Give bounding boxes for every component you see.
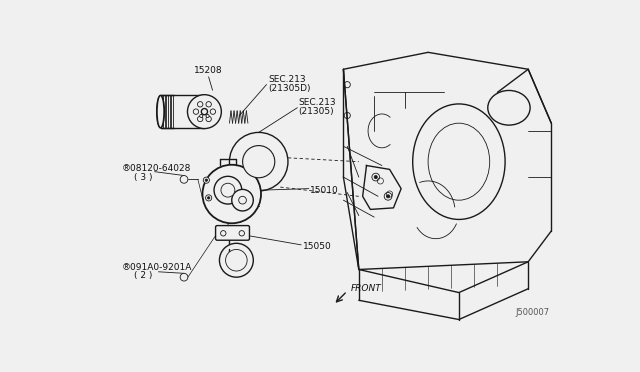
Circle shape: [193, 109, 198, 114]
Circle shape: [214, 176, 242, 204]
Circle shape: [202, 165, 261, 223]
Circle shape: [225, 250, 247, 271]
Circle shape: [220, 243, 253, 277]
Text: ®091A0-9201A: ®091A0-9201A: [122, 263, 192, 272]
Circle shape: [206, 115, 209, 118]
Text: (21305D): (21305D): [268, 84, 310, 93]
Text: 15050: 15050: [303, 242, 332, 251]
Text: 15010: 15010: [310, 186, 339, 195]
FancyBboxPatch shape: [216, 225, 250, 240]
Circle shape: [221, 231, 226, 236]
Circle shape: [205, 179, 207, 181]
Circle shape: [239, 231, 244, 236]
Circle shape: [180, 176, 188, 183]
Circle shape: [230, 132, 288, 191]
Text: (21305): (21305): [299, 107, 334, 116]
Text: ( 2 ): ( 2 ): [134, 271, 152, 280]
Text: 15208: 15208: [195, 67, 223, 76]
Text: ( 3 ): ( 3 ): [134, 173, 152, 182]
Circle shape: [188, 95, 221, 129]
Circle shape: [204, 177, 209, 183]
Circle shape: [198, 116, 203, 122]
Circle shape: [202, 109, 207, 115]
Circle shape: [210, 109, 216, 114]
Ellipse shape: [157, 96, 164, 128]
Circle shape: [221, 183, 235, 197]
Ellipse shape: [157, 96, 164, 128]
Text: SEC.213: SEC.213: [299, 98, 337, 107]
Circle shape: [205, 195, 212, 201]
Circle shape: [206, 116, 211, 122]
Circle shape: [374, 176, 378, 179]
Text: J500007: J500007: [516, 308, 550, 317]
Text: ®08120-64028: ®08120-64028: [122, 164, 191, 173]
Text: FRONT: FRONT: [351, 284, 382, 293]
Circle shape: [232, 189, 253, 211]
Circle shape: [387, 195, 390, 198]
Circle shape: [207, 197, 210, 199]
Circle shape: [206, 102, 211, 107]
Text: SEC.213: SEC.213: [268, 75, 305, 84]
Circle shape: [198, 102, 203, 107]
Circle shape: [200, 115, 203, 118]
Circle shape: [243, 145, 275, 178]
Bar: [161, 96, 203, 128]
Circle shape: [239, 196, 246, 204]
Circle shape: [180, 273, 188, 281]
